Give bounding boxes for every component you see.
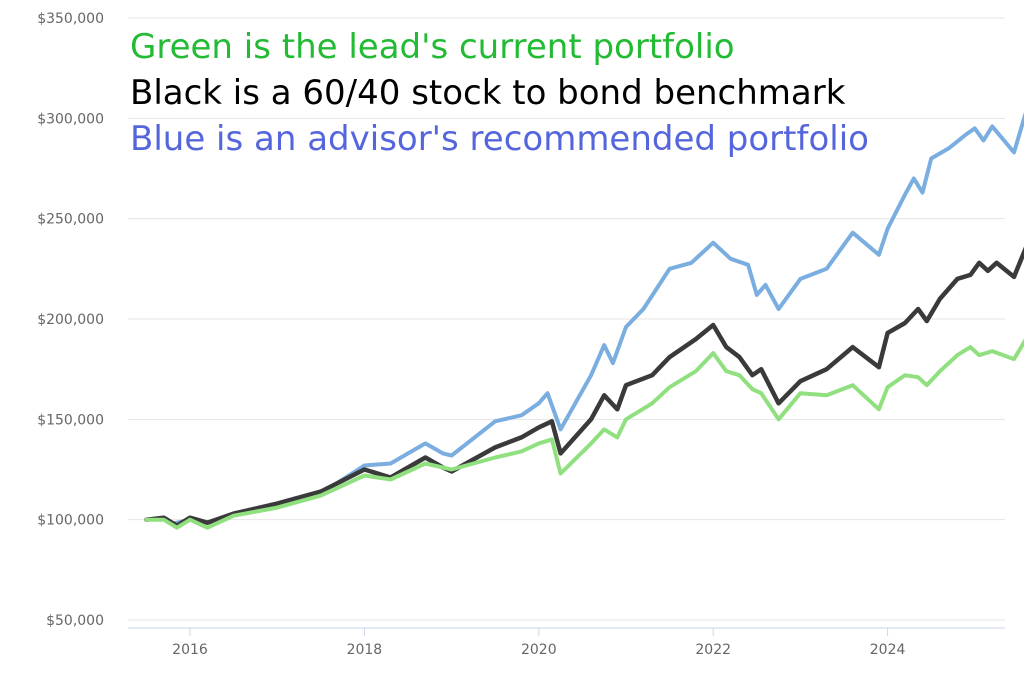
y-tick-label: $100,000: [37, 513, 104, 529]
x-axis-ticks: 2016 2018 2020 2022 2024: [172, 628, 906, 658]
y-tick-label: $300,000: [37, 111, 104, 127]
annotation-blue-series: Blue is an advisor's recommended portfol…: [130, 119, 869, 159]
series-line-0: [144, 111, 1024, 526]
annotation-black-series: Black is a 60/40 stock to bond benchmark: [130, 73, 846, 113]
y-tick-label: $200,000: [37, 312, 104, 328]
x-tick-label: 2020: [521, 642, 557, 658]
x-tick-label: 2018: [347, 642, 383, 658]
series-line-1: [144, 246, 1024, 528]
series-lines: [144, 111, 1024, 530]
series-line-2: [144, 338, 1024, 530]
y-tick-label: $250,000: [37, 212, 104, 228]
x-tick-label: 2024: [870, 642, 906, 658]
x-tick-label: 2016: [172, 642, 208, 658]
annotation-green-series: Green is the lead's current portfolio: [130, 27, 735, 67]
x-tick-label: 2022: [695, 642, 731, 658]
y-tick-label: $50,000: [46, 613, 104, 629]
y-tick-label: $350,000: [37, 11, 104, 27]
y-axis-ticks: $50,000 $100,000 $150,000 $200,000 $250,000 $…: [37, 11, 104, 629]
y-tick-label: $150,000: [37, 412, 104, 428]
